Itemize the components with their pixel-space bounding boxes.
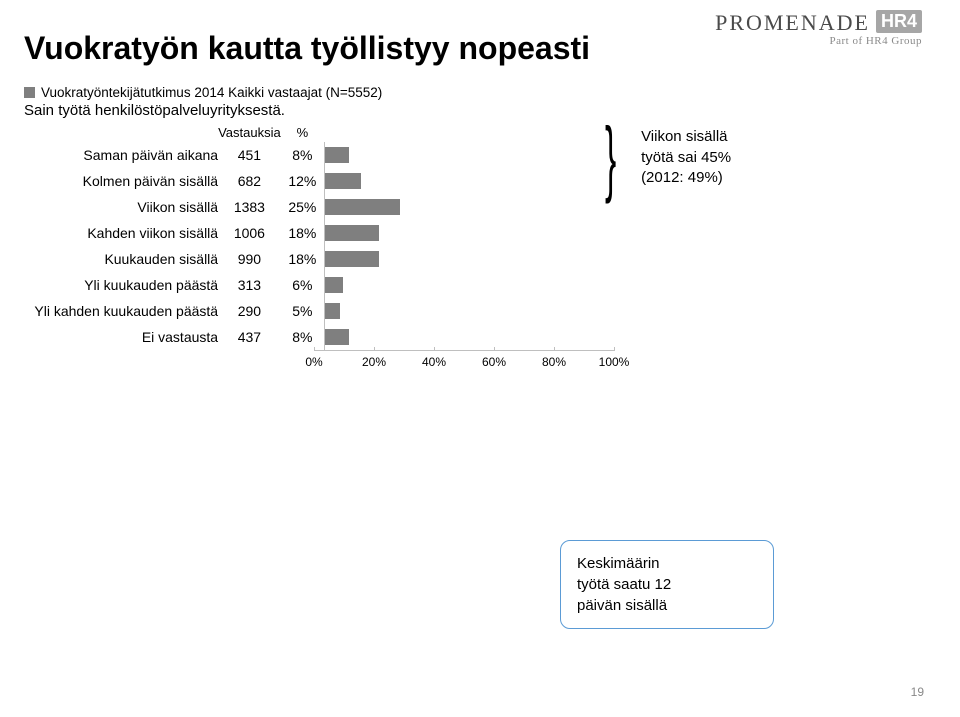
legend-swatch — [24, 87, 35, 98]
row-pct: 8% — [281, 142, 324, 168]
chart-legend: Vuokratyöntekijätutkimus 2014 Kaikki vas… — [24, 85, 920, 100]
logo-main-row: PROMENADE HR4 — [715, 10, 922, 36]
brand-logo: PROMENADE HR4 Part of HR4 Group — [715, 10, 922, 47]
brace-icon: } — [605, 120, 616, 196]
bar-track — [324, 324, 624, 350]
bracket-text: Viikon sisällä työtä sai 45% (2012: 49%) — [641, 127, 731, 188]
row-bar-cell — [324, 272, 624, 298]
chart-row: Kuukauden sisällä99018% — [24, 246, 624, 272]
bar-chart: Vastauksia % Saman päivän aikana4518%Kol… — [24, 125, 624, 375]
header-pct: % — [281, 125, 324, 142]
row-label: Ei vastausta — [24, 324, 218, 350]
callout-box: Keskimäärin työtä saatu 12 päivän sisäll… — [560, 540, 774, 629]
chart-row: Viikon sisällä138325% — [24, 194, 624, 220]
row-bar-cell — [324, 324, 624, 350]
chart-row: Ei vastausta4378% — [24, 324, 624, 350]
axis-label: 40% — [422, 355, 446, 369]
row-label: Viikon sisällä — [24, 194, 218, 220]
bar-fill — [325, 147, 349, 163]
row-label: Saman päivän aikana — [24, 142, 218, 168]
row-pct: 18% — [281, 246, 324, 272]
row-n: 1006 — [218, 220, 281, 246]
logo-badge: HR4 — [876, 10, 922, 33]
axis-label: 20% — [362, 355, 386, 369]
axis-tick — [554, 347, 555, 351]
row-bar-cell — [324, 246, 624, 272]
bracket-annotation: } Viikon sisällä työtä sai 45% (2012: 49… — [605, 120, 731, 196]
bar-track — [324, 272, 624, 298]
row-label: Kahden viikon sisällä — [24, 220, 218, 246]
bar-track — [324, 298, 624, 324]
bar-fill — [325, 251, 379, 267]
row-n: 313 — [218, 272, 281, 298]
callout-line2: työtä saatu 12 — [577, 576, 671, 593]
row-bar-cell — [324, 220, 624, 246]
bar-track — [324, 142, 624, 168]
axis-label: 80% — [542, 355, 566, 369]
chart-table: Vastauksia % Saman päivän aikana4518%Kol… — [24, 125, 624, 350]
axis-tick — [434, 347, 435, 351]
bar-fill — [325, 199, 400, 215]
chart-row: Kolmen päivän sisällä68212% — [24, 168, 624, 194]
axis-tick — [314, 347, 315, 351]
chart-row: Saman päivän aikana4518% — [24, 142, 624, 168]
row-label: Yli kahden kuukauden päästä — [24, 298, 218, 324]
slide: PROMENADE HR4 Part of HR4 Group Vuokraty… — [0, 0, 960, 717]
row-label: Yli kuukauden päästä — [24, 272, 218, 298]
row-label: Kolmen päivän sisällä — [24, 168, 218, 194]
bracket-line2: työtä sai 45% — [641, 149, 731, 166]
row-pct: 5% — [281, 298, 324, 324]
callout-line1: Keskimäärin — [577, 555, 660, 572]
bar-track — [324, 194, 624, 220]
row-bar-cell — [324, 168, 624, 194]
row-label: Kuukauden sisällä — [24, 246, 218, 272]
chart-row: Yli kahden kuukauden päästä2905% — [24, 298, 624, 324]
axis-tick — [494, 347, 495, 351]
chart-header-row: Vastauksia % — [24, 125, 624, 142]
header-n: Vastauksia — [218, 125, 281, 142]
row-bar-cell — [324, 142, 624, 168]
logo-text: PROMENADE — [715, 10, 870, 36]
chart-row: Yli kuukauden päästä3136% — [24, 272, 624, 298]
bracket-line3: (2012: 49%) — [641, 169, 723, 186]
bar-fill — [325, 173, 361, 189]
axis-label: 0% — [305, 355, 322, 369]
row-pct: 25% — [281, 194, 324, 220]
bar-fill — [325, 329, 349, 345]
axis-label: 100% — [599, 355, 630, 369]
bracket-line1: Viikon sisällä — [641, 128, 727, 145]
row-pct: 12% — [281, 168, 324, 194]
row-pct: 8% — [281, 324, 324, 350]
row-n: 682 — [218, 168, 281, 194]
chart-row: Kahden viikon sisällä100618% — [24, 220, 624, 246]
bar-fill — [325, 303, 340, 319]
bar-track — [324, 246, 624, 272]
chart-x-axis: 0%20%40%60%80%100% — [314, 350, 614, 375]
row-n: 451 — [218, 142, 281, 168]
row-n: 437 — [218, 324, 281, 350]
bar-track — [324, 220, 624, 246]
logo-subtext: Part of HR4 Group — [715, 35, 922, 47]
row-pct: 18% — [281, 220, 324, 246]
page-number: 19 — [911, 685, 924, 699]
bar-track — [324, 168, 624, 194]
row-bar-cell — [324, 194, 624, 220]
axis-tick — [614, 347, 615, 351]
chart-subtitle: Sain työtä henkilöstöpalveluyrityksestä. — [24, 102, 920, 119]
row-n: 290 — [218, 298, 281, 324]
row-n: 990 — [218, 246, 281, 272]
bar-fill — [325, 277, 343, 293]
axis-label: 60% — [482, 355, 506, 369]
row-pct: 6% — [281, 272, 324, 298]
callout-line3: päivän sisällä — [577, 597, 667, 614]
legend-text: Vuokratyöntekijätutkimus 2014 Kaikki vas… — [41, 85, 382, 100]
bar-fill — [325, 225, 379, 241]
axis-tick — [374, 347, 375, 351]
row-n: 1383 — [218, 194, 281, 220]
row-bar-cell — [324, 298, 624, 324]
